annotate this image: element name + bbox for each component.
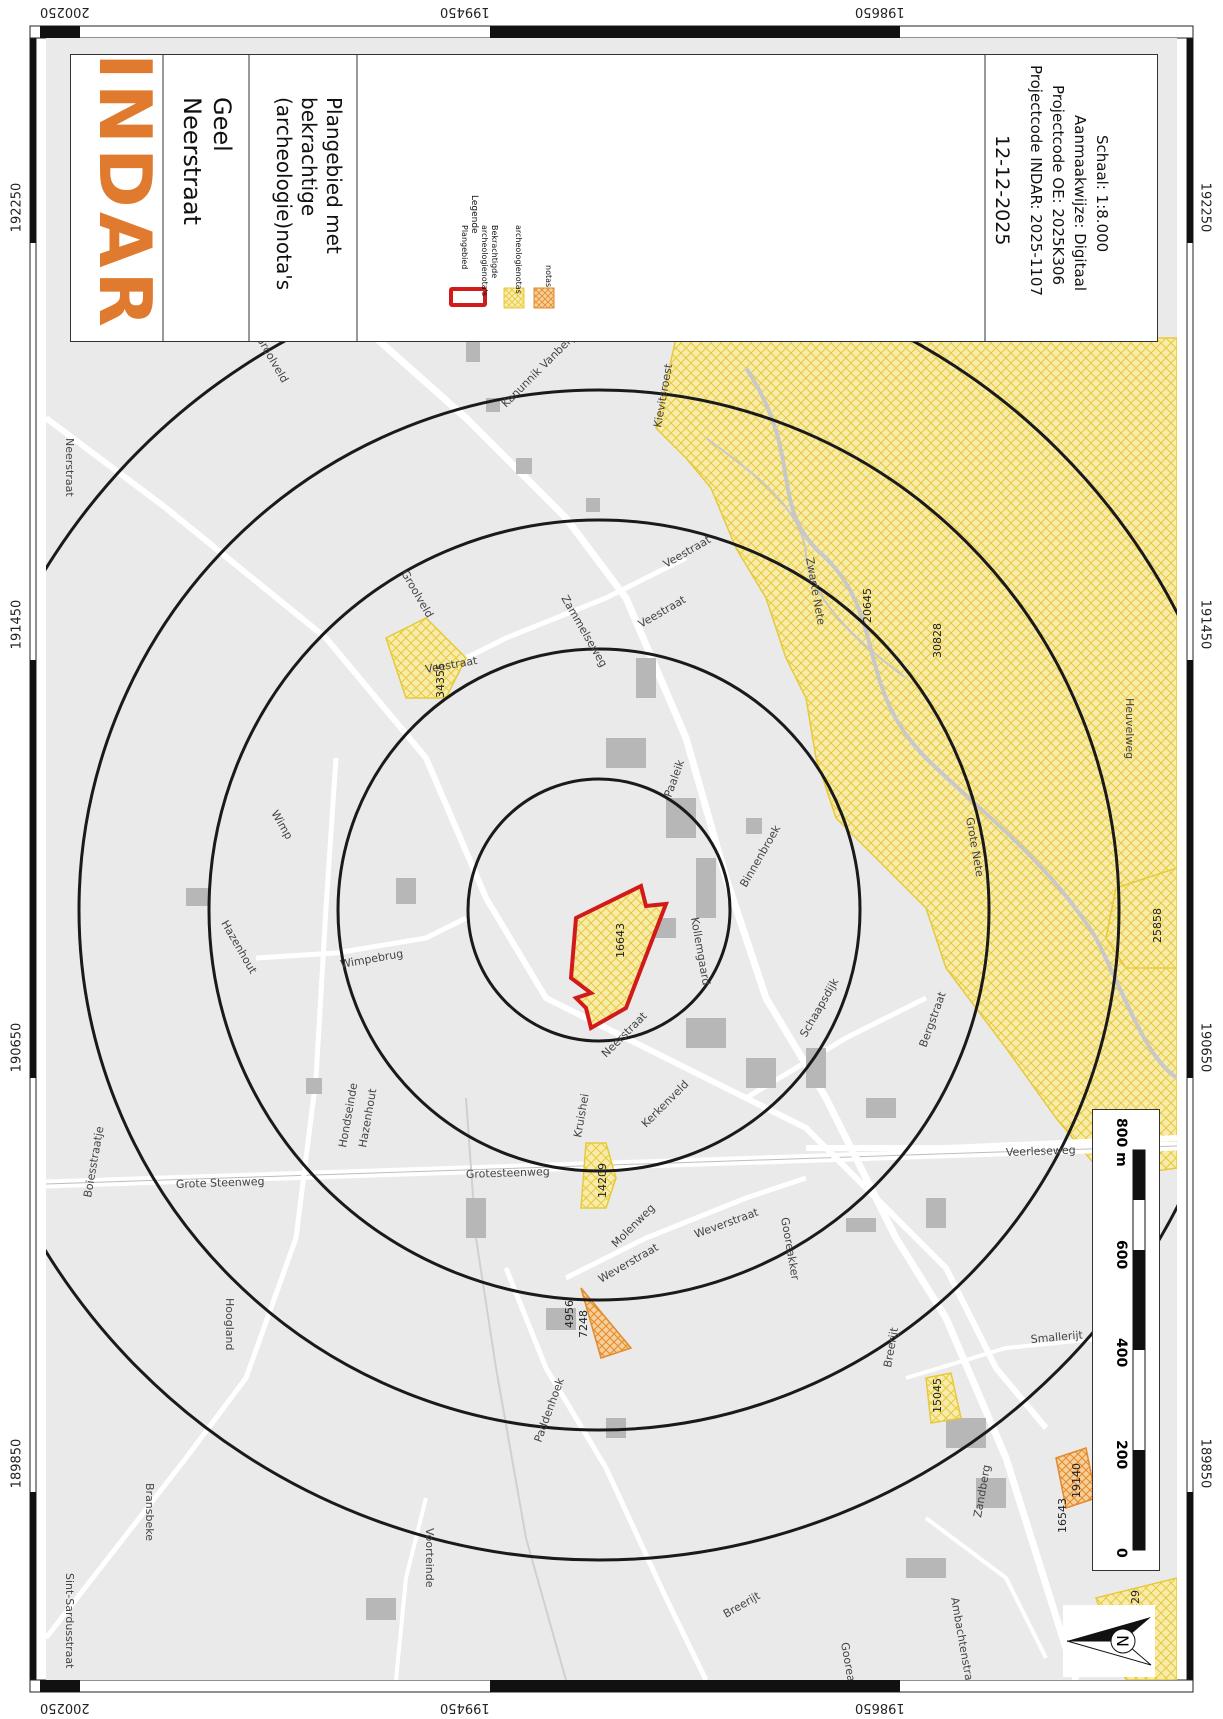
legend-label-plangebied: Plangebied [460, 225, 469, 270]
map-title-line3: (archeologie)nota's [272, 97, 296, 291]
scalebar-box: 800 m 600 400 200 0 [1092, 1109, 1160, 1571]
id-label-7248: 7248 [577, 1310, 590, 1338]
id-label-4956: 4956 [563, 1300, 576, 1328]
legend-label-archeologienotas: archeologienotas [514, 225, 523, 294]
north-arrow-box: N [1063, 1605, 1155, 1677]
id-label-plangebied: 16643 [614, 923, 627, 958]
id-label-34355: 34355 [434, 663, 447, 698]
street-label: Smallerijt [1030, 1328, 1084, 1346]
street-label: Ambachtenstraat [948, 1596, 977, 1680]
info-method: Aanmaakwijze: Digitaal [1071, 115, 1089, 292]
street-label: Kerkenveld [639, 1078, 691, 1130]
title-legend-box: INDAR Geel Neerstraat Plangebied met bek… [70, 53, 1158, 342]
street-label: Paddenhoek [532, 1376, 567, 1444]
id-label-19140: 19140 [1070, 1463, 1083, 1498]
street-label: Breerijt [881, 1326, 901, 1369]
street-label: Weverstraat [693, 1205, 761, 1240]
legend-swatch-plangebied [449, 287, 487, 307]
legend-swatch-archeologienotas [503, 287, 525, 309]
road-paddenhoek [503, 1267, 709, 1680]
street-label: Hoogland [223, 1298, 236, 1350]
info-project-indar: Projectcode INDAR: 2025-1107 [1027, 65, 1045, 296]
archeologienota-25858 [1105, 867, 1177, 969]
indar-logo: INDAR [83, 53, 167, 331]
street-label: Veestraat [661, 533, 714, 571]
scalebar-label-400: 400 [1113, 1338, 1129, 1368]
archeologienota-14209 [580, 1142, 617, 1209]
id-label-14209: 14209 [596, 1163, 609, 1198]
nota-4956-7248 [580, 1287, 633, 1359]
road-ambachtenstraat [924, 1516, 1048, 1659]
street-label: Veerleseweg [1006, 1144, 1076, 1159]
scalebar-label-200: 200 [1113, 1440, 1129, 1470]
road-wimpebrug [255, 915, 468, 961]
title-box-dividers [162, 55, 986, 341]
street-label: Heuvelweg [1123, 698, 1136, 759]
street-label: Veestraat [636, 593, 689, 631]
road-zammelseweg [373, 335, 1080, 1680]
street-label: Gooreakker [838, 1641, 862, 1680]
svg-text:N: N [1113, 1635, 1132, 1647]
street-label: Grotesteenweg [466, 1165, 550, 1181]
legend-label-bekrachtigde-2: archeologienota's [480, 225, 489, 297]
street-label: Hazenhout [356, 1087, 379, 1149]
road-hondseinde [46, 757, 339, 1640]
id-label-25858: 25858 [1151, 908, 1164, 943]
street-label: Grote Steenweg [176, 1175, 265, 1191]
archeologienota-34355 [385, 617, 467, 699]
legend-heading: Legende [469, 195, 479, 234]
info-scale: Schaal: 1:8.000 [1093, 135, 1111, 253]
street-label: Schaapsdijk [797, 976, 841, 1040]
scalebar-label-0: 0 [1113, 1548, 1129, 1558]
scalebar-label-800: 800 m [1113, 1118, 1129, 1167]
street-label: Boiesstraatje [81, 1125, 106, 1198]
street-label: Hazenhout [218, 918, 259, 977]
info-date: 12-12-2025 [991, 135, 1013, 246]
id-label-20645: 20645 [861, 588, 874, 623]
street-label: Sint-Sardusstraat [63, 1573, 76, 1669]
id-label-16543: 16543 [1056, 1498, 1069, 1533]
river-zwarte-nete [705, 437, 907, 679]
scalebar [1132, 1149, 1146, 1551]
id-label-15045: 15045 [931, 1378, 944, 1413]
road-weverstraat [564, 1175, 807, 1281]
river-grote-nete [744, 366, 1177, 1080]
street-label: Paaleik [662, 757, 688, 799]
street-label: Groolveld [398, 568, 436, 620]
plangebied-16643 [568, 883, 670, 1032]
info-project-oe: Projectcode OE: 2025K306 [1049, 85, 1067, 286]
street-label: Voorteinde [423, 1528, 436, 1588]
id-label-30828: 30828 [931, 623, 944, 658]
map-title-line2: bekrachtige [297, 97, 321, 217]
street-label: Wimp [268, 808, 295, 842]
legend-label-notas: notas [544, 265, 553, 288]
street-label: Neerstraat [63, 438, 76, 497]
street-label: Kruishei [571, 1093, 591, 1139]
map-title-line1: Plangebied met [322, 97, 346, 254]
archeologienota-15045 [925, 1372, 962, 1424]
legend-swatch-notas [533, 287, 555, 309]
north-arrow-icon: N [1066, 1617, 1152, 1666]
road-wimp [465, 1097, 567, 1680]
legend-label-bekrachtigde-1: Bekrachtigde [490, 225, 499, 279]
scalebar-label-600: 600 [1113, 1240, 1129, 1270]
road-smallerijt [905, 1336, 1107, 1380]
title-street: Neerstraat [178, 97, 206, 225]
title-municipality: Geel [208, 97, 236, 152]
road-schaapsdijk [744, 995, 928, 1101]
street-label: Kollemgaard [688, 916, 713, 986]
road-voorteinde [394, 1497, 428, 1680]
street-label: Bransbeke [143, 1483, 156, 1541]
street-label: Breerijt [721, 1589, 763, 1621]
street-label: Gooreakker [778, 1216, 802, 1281]
